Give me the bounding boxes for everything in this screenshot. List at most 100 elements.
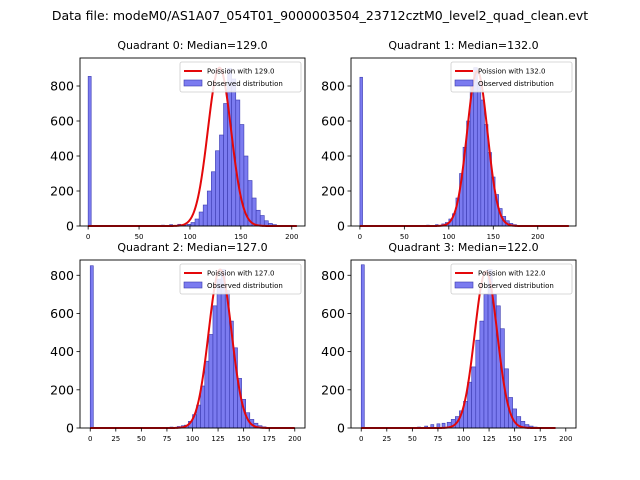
axes-frame (350, 57, 577, 227)
histogram-bar (211, 171, 216, 227)
legend-observed-label: Observed distribution (478, 282, 554, 290)
y-tick-label: 200 (50, 382, 74, 397)
y-tick-label: 600 (321, 114, 345, 129)
histogram-bar (190, 222, 196, 227)
x-tick-label: 150 (234, 233, 247, 241)
x-tick-label: 25 (382, 435, 391, 443)
legend-poisson-label: Poission with 129.0 (207, 68, 275, 76)
histogram-bar (89, 265, 94, 429)
histogram-bar (251, 197, 257, 227)
x-tick-label: 100 (457, 435, 470, 443)
legend-observed-swatch (183, 79, 203, 87)
histogram-bar (479, 320, 485, 429)
histogram-bar (204, 360, 210, 429)
histogram-bar (198, 211, 204, 227)
histogram-bar (223, 103, 228, 227)
figure-title: Data file: modeM0/AS1A07_054T01_90000035… (51, 8, 589, 23)
histogram-bar (194, 218, 200, 227)
histogram-bar (87, 76, 92, 227)
histogram-bar (360, 264, 365, 429)
y-tick-label: 0 (337, 421, 345, 436)
y-tick-label: 800 (321, 268, 345, 283)
x-tick-label: 150 (508, 435, 521, 443)
legend-box (450, 61, 573, 93)
x-tick-label: 125 (482, 435, 495, 443)
y-tick-label: 0 (66, 421, 74, 436)
histogram-bar (475, 339, 481, 429)
y-tick-label: 400 (321, 344, 345, 359)
x-tick-label: 50 (135, 233, 144, 241)
y-tick-label: 200 (321, 184, 345, 199)
x-tick-label: 100 (186, 435, 199, 443)
histogram-bar (476, 82, 482, 227)
y-tick-label: 200 (50, 184, 74, 199)
legend-observed-label: Observed distribution (207, 80, 283, 88)
histogram-bar (215, 150, 220, 227)
panel-title: Quadrant 1: Median=132.0 (388, 39, 538, 52)
x-tick-label: 200 (531, 233, 544, 241)
y-tick-label: 400 (50, 149, 74, 164)
y-tick-label: 800 (321, 79, 345, 94)
x-tick-label: 0 (88, 435, 92, 443)
y-tick-label: 0 (337, 219, 345, 234)
quadrant-panel-1: Quadrant 1: Median=132.0 0 50 100 150 200 0 200… (321, 39, 577, 241)
histogram-bar (202, 204, 208, 227)
histogram-bar (480, 99, 485, 227)
poisson-curve (361, 270, 556, 429)
y-tick-label: 200 (321, 382, 345, 397)
y-tick-label: 600 (50, 306, 74, 321)
y-tick-label: 600 (321, 306, 345, 321)
histogram-bar (259, 215, 265, 227)
legend-poisson-label: Poission with 132.0 (478, 68, 546, 76)
legend-observed-swatch (183, 281, 203, 289)
x-tick-label: 75 (433, 435, 442, 443)
histogram-bar (239, 124, 245, 227)
y-tick-label: 800 (50, 268, 74, 283)
panel-title: Quadrant 2: Median=127.0 (117, 241, 267, 254)
histogram-bar (206, 190, 212, 227)
legend-box (179, 61, 302, 93)
quadrant-panel-3: Quadrant 3: Median=122.0 0 25 50 75 100 125 150… (321, 241, 577, 443)
histogram-bar (471, 366, 477, 429)
x-tick-label: 0 (358, 233, 362, 241)
histogram-bar (216, 278, 222, 429)
x-tick-label: 100 (183, 233, 196, 241)
quadrant-panel-2: Quadrant 2: Median=127.0 0 25 50 75 100 125 150… (50, 241, 306, 443)
x-tick-label: 200 (288, 435, 301, 443)
x-tick-label: 50 (137, 435, 146, 443)
histogram-bar (255, 209, 261, 227)
panel-title: Quadrant 3: Median=122.0 (388, 241, 538, 254)
legend-box (450, 263, 573, 295)
legend-observed-label: Observed distribution (207, 282, 283, 290)
legend-observed-swatch (454, 281, 474, 289)
histogram-bar (208, 334, 214, 429)
quadrant-panel-0: Quadrant 0: Median=129.0 0 50 100 150 200 0 200… (50, 39, 306, 241)
x-tick-label: 200 (285, 233, 298, 241)
axes-frame (79, 57, 306, 227)
histogram-bar (219, 134, 224, 227)
x-tick-label: 75 (162, 435, 171, 443)
x-tick-label: 200 (559, 435, 572, 443)
legend-poisson-label: Poission with 122.0 (478, 270, 546, 278)
legend-poisson-label: Poission with 127.0 (207, 270, 275, 278)
y-tick-label: 0 (66, 219, 74, 234)
x-tick-label: 25 (111, 435, 120, 443)
legend-box (179, 263, 302, 295)
histogram-bar (483, 294, 489, 429)
x-tick-label: 50 (408, 435, 417, 443)
x-tick-label: 100 (442, 233, 455, 241)
legend-observed-label: Observed distribution (478, 80, 554, 88)
x-tick-label: 150 (237, 435, 250, 443)
y-tick-label: 400 (321, 149, 345, 164)
x-tick-label: 0 (86, 233, 90, 241)
x-tick-label: 175 (263, 435, 276, 443)
histogram-bar (235, 99, 241, 227)
histogram-bar (212, 305, 218, 429)
histogram-bar (359, 76, 363, 227)
x-tick-label: 175 (534, 435, 547, 443)
legend-observed-swatch (454, 79, 474, 87)
x-tick-label: 125 (211, 435, 224, 443)
y-tick-label: 600 (50, 114, 74, 129)
y-tick-label: 400 (50, 344, 74, 359)
